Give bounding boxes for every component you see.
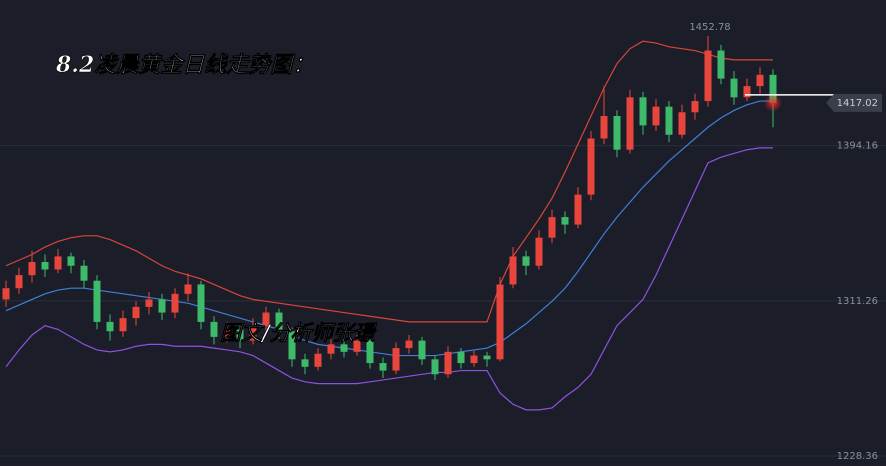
candle-body <box>626 97 634 150</box>
candle-body <box>106 321 114 332</box>
candle-body <box>132 306 140 319</box>
candle-body <box>587 138 595 195</box>
candle-body <box>769 74 777 103</box>
candle-body <box>431 359 439 375</box>
candle-body <box>145 299 153 307</box>
candle-body <box>704 50 712 102</box>
candle-body <box>80 265 88 281</box>
candle-body <box>509 256 517 285</box>
candle-body <box>93 280 101 322</box>
y-tick-label: 1311.26 <box>837 296 878 307</box>
candle-body <box>119 318 127 332</box>
candle-body <box>561 217 569 225</box>
candle-body <box>275 312 283 332</box>
candle-body <box>314 353 322 367</box>
candle-body <box>535 237 543 266</box>
candle-body <box>210 321 218 337</box>
candle-body <box>288 331 296 360</box>
candle-body <box>717 50 725 79</box>
last-glow <box>764 93 782 112</box>
price-tag <box>826 93 882 112</box>
candle-body <box>197 284 205 322</box>
candle-body <box>2 288 10 300</box>
candle-body <box>379 363 387 371</box>
labels: 1228.36 1311.26 1394.16 1452.78 1417.02 <box>689 22 882 462</box>
candle-body <box>262 312 270 326</box>
watermark: 图文/分析师张璟 <box>220 320 378 345</box>
candle-body <box>405 340 413 349</box>
candle-body <box>639 97 647 126</box>
candle-body <box>730 78 738 98</box>
candle-body <box>392 348 400 371</box>
chart-title: 8.2凌晨黄金日线走势图： <box>55 52 314 78</box>
bands <box>5 40 773 411</box>
y-tick-label: 1228.36 <box>837 451 878 462</box>
candle-body <box>67 256 75 266</box>
candle-body <box>327 344 335 354</box>
candle-body <box>496 284 504 360</box>
candle-body <box>665 106 673 135</box>
candle-body <box>54 256 62 270</box>
candle-body <box>444 351 452 375</box>
candle-body <box>574 194 582 225</box>
candle-body <box>678 112 686 135</box>
candle-body <box>236 329 244 341</box>
candle-body <box>756 74 764 87</box>
candle-body <box>743 86 751 98</box>
candle-body <box>353 340 361 352</box>
max-label: 1452.78 <box>689 22 730 33</box>
candle-body <box>613 116 621 150</box>
candle-body <box>522 256 530 266</box>
candle-body <box>483 355 491 360</box>
band-lower <box>5 147 773 411</box>
candle-body <box>691 101 699 113</box>
price-label: 1417.02 <box>837 98 878 109</box>
candle-body <box>652 106 660 126</box>
candle-body <box>28 262 36 276</box>
candle-body <box>15 275 23 289</box>
candle-body <box>418 340 426 360</box>
candle-body <box>158 299 166 313</box>
candle-body <box>41 262 49 270</box>
candle-body <box>366 340 374 364</box>
candle-body <box>548 217 556 238</box>
candle-body <box>470 355 478 364</box>
candle-body <box>223 329 231 337</box>
candle-body <box>301 359 309 367</box>
band-upper <box>5 40 773 323</box>
candle-body <box>457 351 465 364</box>
candle-body <box>340 344 348 352</box>
band-middle <box>5 100 773 357</box>
candle-body <box>171 293 179 313</box>
candles <box>2 35 777 380</box>
candle-body <box>600 116 608 139</box>
candle-body <box>249 325 257 341</box>
candle-body <box>184 284 192 294</box>
y-tick-label: 1394.16 <box>837 141 878 152</box>
